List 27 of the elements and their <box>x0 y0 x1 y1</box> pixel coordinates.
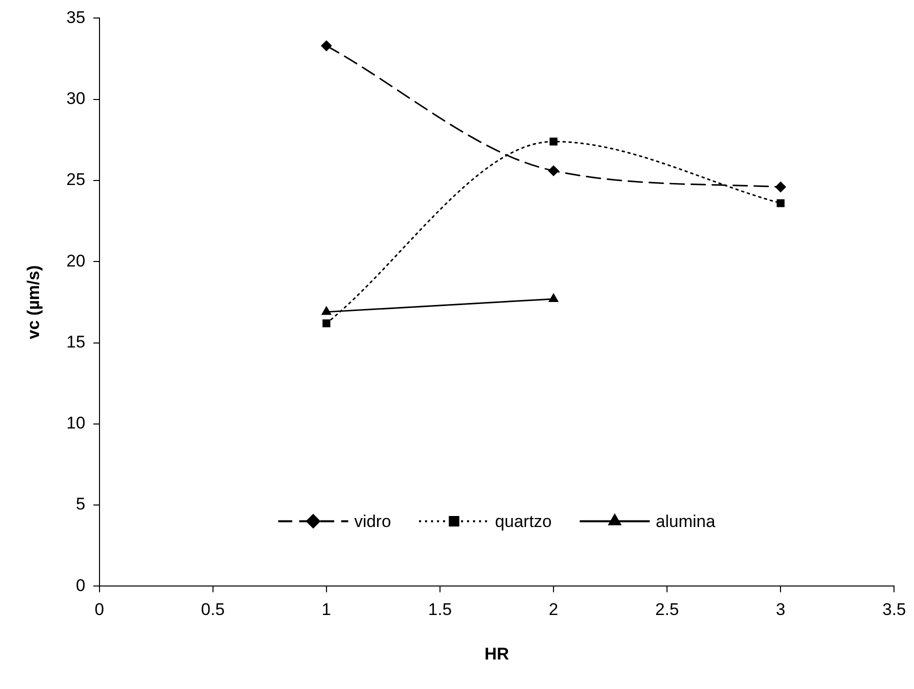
point <box>548 166 559 176</box>
x-axis-title: HR <box>484 644 510 664</box>
y-tick-label: 30 <box>66 89 86 108</box>
x-tick-label: 0.5 <box>201 600 225 620</box>
y-tick-label: 20 <box>66 251 86 270</box>
y-tick-label: 5 <box>76 494 86 514</box>
x-tick-label: 1 <box>322 600 332 620</box>
x-tick-label: 0 <box>94 600 104 620</box>
y-tick-label: 15 <box>66 332 86 352</box>
y-tick-label: 25 <box>66 170 86 190</box>
point <box>321 40 332 52</box>
y-tick-label: 35 <box>66 8 86 27</box>
x-tick-label: 2 <box>548 600 558 620</box>
legend-label: alumina <box>656 512 716 531</box>
point <box>776 199 785 208</box>
y-tick-label: 0 <box>76 576 86 595</box>
legend-label: vidro <box>354 512 392 531</box>
y-axis-title: vc (µm/s) <box>24 265 43 340</box>
x-tick-label: 1.5 <box>428 600 452 620</box>
y-tick-label: 10 <box>66 414 86 433</box>
x-tick-label: 3.5 <box>882 600 906 620</box>
point <box>550 138 558 146</box>
x-tick-label: 3 <box>776 600 786 620</box>
legend-label: quartzo <box>495 512 552 531</box>
x-tick-label: 2.5 <box>655 600 679 620</box>
point <box>775 182 786 192</box>
point <box>322 319 330 328</box>
